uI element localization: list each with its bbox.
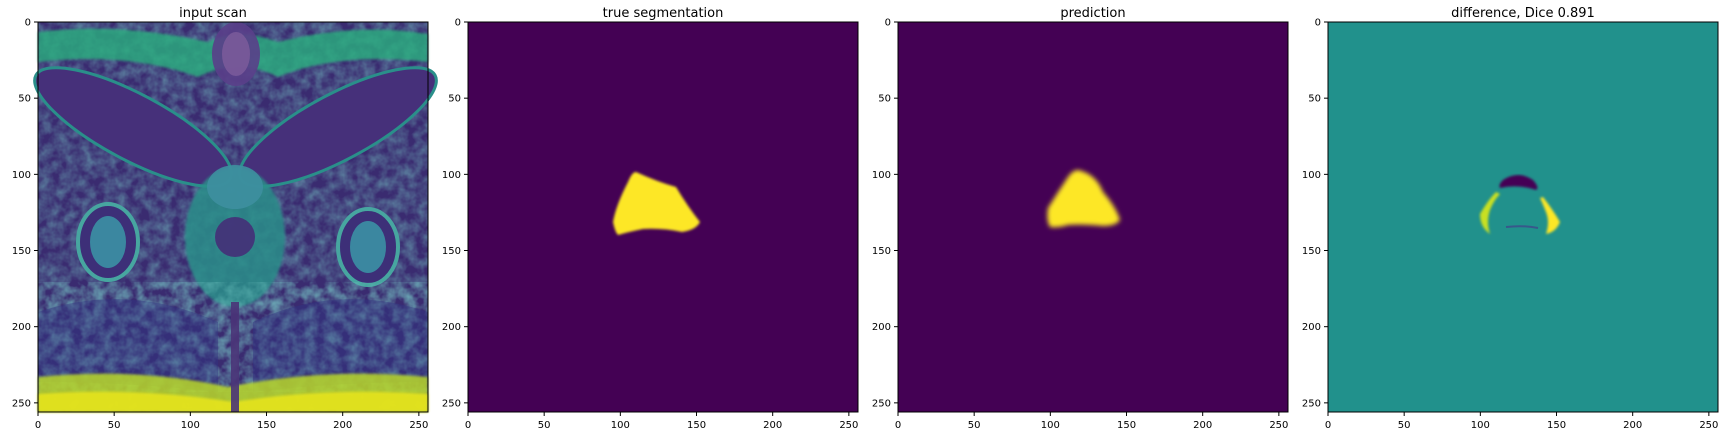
panel-title: prediction xyxy=(1060,6,1125,21)
y-tick-label: 200 xyxy=(1302,322,1321,333)
y-tick-label: 200 xyxy=(442,322,461,333)
y-tick-label: 150 xyxy=(872,246,891,257)
x-tick-label: 50 xyxy=(1398,420,1411,431)
y-tick-label: 250 xyxy=(1302,398,1321,409)
x-tick-label: 150 xyxy=(687,420,706,431)
x-tick-label: 250 xyxy=(1699,420,1718,431)
mask-region xyxy=(1047,170,1120,228)
difference-background xyxy=(1328,22,1718,412)
x-tick-label: 100 xyxy=(1041,420,1060,431)
mask-region xyxy=(613,172,700,235)
axis-ticks: 0 50 100 150 200 250 0 50 100 150 200 250 xyxy=(1302,18,1719,432)
x-tick-label: 0 xyxy=(35,420,41,431)
panel-input-scan: input scan xyxy=(12,6,438,432)
prediction-image xyxy=(897,21,1289,413)
y-tick-label: 0 xyxy=(885,18,891,29)
x-tick-label: 150 xyxy=(1547,420,1566,431)
x-tick-label: 200 xyxy=(1193,420,1212,431)
panel-title: difference, Dice 0.891 xyxy=(1451,6,1595,21)
y-tick-label: 250 xyxy=(442,398,461,409)
y-tick-label: 50 xyxy=(1308,94,1321,105)
false-negative-bottom xyxy=(1505,225,1539,229)
y-tick-label: 150 xyxy=(12,246,31,257)
y-tick-label: 0 xyxy=(25,18,31,29)
y-tick-label: 100 xyxy=(442,170,461,181)
y-tick-label: 50 xyxy=(448,94,461,105)
x-tick-label: 250 xyxy=(1269,420,1288,431)
x-tick-label: 250 xyxy=(839,420,858,431)
axis-ticks: 0 50 100 150 200 250 0 50 100 150 200 250 xyxy=(442,18,859,432)
panel-prediction: prediction 0 50 100 150 200 250 0 50 100 150 200 25… xyxy=(872,6,1289,431)
x-tick-label: 150 xyxy=(257,420,276,431)
segmentation-image xyxy=(467,21,859,413)
panel-true-segmentation: true segmentation 0 50 100 150 200 250 0 50 100 1… xyxy=(442,6,859,431)
scan-image xyxy=(33,21,438,413)
y-tick-label: 50 xyxy=(18,94,31,105)
y-tick-label: 250 xyxy=(12,398,31,409)
difference-image xyxy=(1327,21,1719,413)
y-tick-label: 50 xyxy=(878,94,891,105)
y-tick-label: 100 xyxy=(872,170,891,181)
y-tick-label: 0 xyxy=(1315,18,1321,29)
y-tick-label: 250 xyxy=(872,398,891,409)
x-tick-label: 0 xyxy=(1325,420,1331,431)
y-tick-label: 0 xyxy=(455,18,461,29)
panel-difference: difference, Dice 0.891 0 50 100 150 200 250 0 5… xyxy=(1302,6,1719,431)
x-tick-label: 0 xyxy=(895,420,901,431)
y-tick-label: 150 xyxy=(442,246,461,257)
x-tick-label: 200 xyxy=(1623,420,1642,431)
x-tick-label: 150 xyxy=(1117,420,1136,431)
x-tick-label: 200 xyxy=(333,420,352,431)
x-tick-label: 200 xyxy=(763,420,782,431)
y-tick-label: 100 xyxy=(12,170,31,181)
false-negative-right xyxy=(1540,197,1560,234)
false-positive-region xyxy=(1499,175,1538,190)
x-tick-label: 50 xyxy=(108,420,121,431)
y-tick-label: 100 xyxy=(1302,170,1321,181)
y-tick-label: 150 xyxy=(1302,246,1321,257)
y-tick-label: 200 xyxy=(872,322,891,333)
axis-ticks: 0 50 100 150 200 250 0 50 100 150 200 250 xyxy=(872,18,1289,432)
axis-ticks: 0 50 100 150 200 250 0 50 100 150 200 250 xyxy=(12,18,429,432)
panel-title: input scan xyxy=(179,6,247,21)
panel-title: true segmentation xyxy=(603,6,724,21)
false-negative-left xyxy=(1480,192,1500,234)
x-tick-label: 100 xyxy=(611,420,630,431)
x-tick-label: 50 xyxy=(538,420,551,431)
x-tick-label: 0 xyxy=(465,420,471,431)
y-tick-label: 200 xyxy=(12,322,31,333)
x-tick-label: 250 xyxy=(409,420,428,431)
x-tick-label: 100 xyxy=(181,420,200,431)
x-tick-label: 100 xyxy=(1471,420,1490,431)
x-tick-label: 50 xyxy=(968,420,981,431)
